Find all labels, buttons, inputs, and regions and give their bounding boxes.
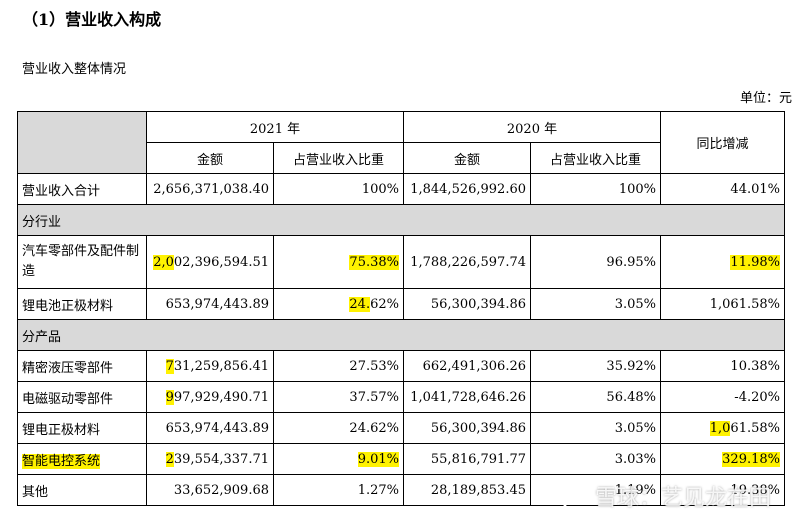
row-label: 其他 <box>17 474 147 506</box>
cell-yoy: 1,061.58% <box>660 412 785 444</box>
row-label: 汽车零部件及配件制造 <box>17 235 147 289</box>
cell-share-2020: 96.95% <box>530 235 661 289</box>
cell-yoy: 11.98% <box>660 235 785 289</box>
header-amount-2021: 金额 <box>146 142 274 174</box>
table-row: 锂电正极材料 653,974,443.89 24.62% 56,300,394.… <box>17 412 785 444</box>
row-label: 营业收入合计 <box>17 173 147 205</box>
table-row: 其他 33,652,909.68 1.27% 28,189,853.45 1.1… <box>17 474 785 506</box>
row-label: 智能电控系统 <box>17 443 147 475</box>
unit-label: 单位：元 <box>739 91 792 106</box>
row-label: 电磁驱动零部件 <box>17 381 147 413</box>
cell-share-2021: 37.57% <box>273 381 404 413</box>
highlight-mark: 75.38% <box>349 254 399 270</box>
cell-amount-2020: 1,041,728,646.26 <box>403 381 531 413</box>
cell-amount-2020: 55,816,791.77 <box>403 443 531 475</box>
cell-amount-2020: 56,300,394.86 <box>403 288 531 320</box>
cell-share-2020: 56.48% <box>530 381 661 413</box>
cell-amount-2021: 997,929,490.71 <box>146 381 274 413</box>
section-label-industry: 分行业 <box>17 204 785 236</box>
cell-amount-2020: 662,491,306.26 <box>403 350 531 382</box>
cell-yoy: -4.20% <box>660 381 785 413</box>
cell-amount-2021: 653,974,443.89 <box>146 288 274 320</box>
highlight-mark: 2 <box>165 451 174 467</box>
cell-amount-2021: 731,259,856.41 <box>146 350 274 382</box>
row-label: 精密液压零部件 <box>17 350 147 382</box>
cell-share-2020: 3.05% <box>530 412 661 444</box>
table-row: 智能电控系统 239,554,337.71 9.01% 55,816,791.7… <box>17 443 785 475</box>
header-blank-cell <box>17 111 147 174</box>
highlight-mark: 11.98% <box>730 254 780 270</box>
cell-amount-2020: 1,844,526,992.60 <box>403 173 531 205</box>
row-label: 锂电正极材料 <box>17 412 147 444</box>
section-label-product: 分产品 <box>17 319 785 351</box>
highlighted-row-label: 智能电控系统 <box>22 453 101 469</box>
header-year-2020: 2020 年 <box>403 111 661 143</box>
highlight-mark: 9 <box>165 389 174 405</box>
table-row: 精密液压零部件 731,259,856.41 27.53% 662,491,30… <box>17 350 785 382</box>
highlight-mark: 2,0 <box>153 254 174 270</box>
cell-yoy: 1,061.58% <box>660 288 785 320</box>
cell-share-2020: 3.05% <box>530 288 661 320</box>
cell-share-2021: 100% <box>273 173 404 205</box>
table-row: 汽车零部件及配件制造 2,002,396,594.51 75.38% 1,788… <box>17 235 785 289</box>
cell-amount-2021: 2,656,371,038.40 <box>146 173 274 205</box>
cell-share-2021: 24.62% <box>273 288 404 320</box>
highlight-mark: 1,0 <box>709 420 731 436</box>
cell-amount-2021: 33,652,909.68 <box>146 474 274 506</box>
cell-amount-2021: 653,974,443.89 <box>146 412 274 444</box>
header-share-2020: 占营业收入比重 <box>530 142 661 174</box>
cell-amount-2020: 28,189,853.45 <box>403 474 531 506</box>
snowball-logo-icon <box>563 491 587 507</box>
cell-share-2021: 9.01% <box>273 443 404 475</box>
cell-amount-2021: 2,002,396,594.51 <box>146 235 274 289</box>
watermark-text: 雪球：艺见龙在田 <box>595 486 772 511</box>
header-share-2021: 占营业收入比重 <box>273 142 404 174</box>
section-row-product: 分产品 <box>17 319 785 351</box>
header-year-2021: 2021 年 <box>146 111 404 143</box>
highlight-mark: 24. <box>349 296 371 312</box>
header-amount-2020: 金额 <box>403 142 531 174</box>
highlight-mark: 329.18% <box>722 451 780 467</box>
cell-share-2020: 100% <box>530 173 661 205</box>
highlight-mark: 7 <box>165 358 174 374</box>
cell-share-2020: 35.92% <box>530 350 661 382</box>
cell-share-2021: 27.53% <box>273 350 404 382</box>
table-row: 锂电池正极材料 653,974,443.89 24.62% 56,300,394… <box>17 288 785 320</box>
cell-yoy: 44.01% <box>660 173 785 205</box>
cell-amount-2020: 56,300,394.86 <box>403 412 531 444</box>
revenue-table: 2021 年 2020 年 同比增减 金额 占营业收入比重 金额 占营业收入比重… <box>17 111 785 506</box>
cell-yoy: 10.38% <box>660 350 785 382</box>
cell-amount-2021: 239,554,337.71 <box>146 443 274 475</box>
section-heading: （1）营业收入构成 <box>22 10 162 29</box>
watermark: 雪球：艺见龙在田 <box>562 480 771 512</box>
table-row: 电磁驱动零部件 997,929,490.71 37.57% 1,041,728,… <box>17 381 785 413</box>
cell-amount-2020: 1,788,226,597.74 <box>403 235 531 289</box>
cell-yoy: 329.18% <box>660 443 785 475</box>
cell-share-2021: 1.27% <box>273 474 404 506</box>
cell-share-2021: 75.38% <box>273 235 404 289</box>
cell-share-2020: 3.03% <box>530 443 661 475</box>
cell-share-2021: 24.62% <box>273 412 404 444</box>
cell-yoy: 19.38% <box>660 474 785 506</box>
header-yoy: 同比增减 <box>660 111 785 174</box>
table-caption: 营业收入整体情况 <box>22 62 127 77</box>
section-row-industry: 分行业 <box>17 204 785 236</box>
highlight-mark: 9.01% <box>357 451 399 467</box>
row-label: 锂电池正极材料 <box>17 288 147 320</box>
table-row-total: 营业收入合计 2,656,371,038.40 100% 1,844,526,9… <box>17 173 785 205</box>
